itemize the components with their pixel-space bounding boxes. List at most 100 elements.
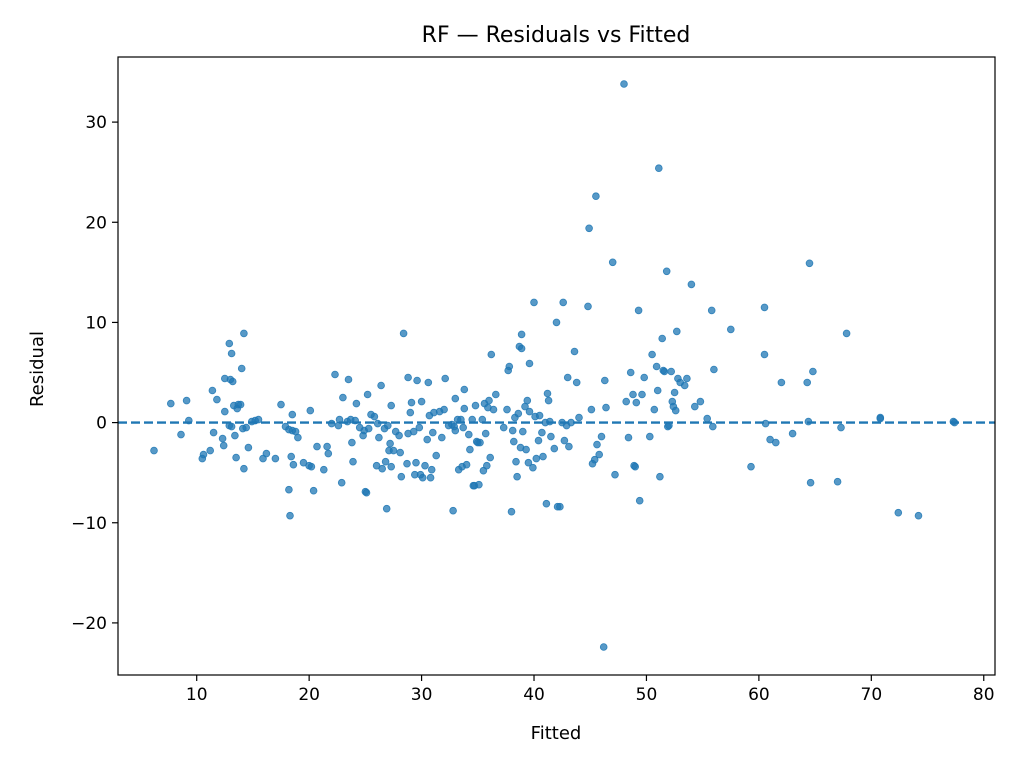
data-point [806, 478, 815, 487]
data-point [550, 444, 559, 453]
data-point [525, 359, 534, 368]
data-point [809, 367, 817, 376]
y-tick-label: −10 [71, 514, 107, 534]
data-point [595, 450, 603, 459]
data-point [383, 421, 392, 430]
data-point [228, 377, 237, 386]
data-point [534, 436, 543, 445]
data-point [362, 488, 371, 497]
data-point [437, 433, 446, 442]
data-point [451, 426, 460, 435]
data-point [428, 428, 437, 437]
data-point [530, 298, 538, 307]
data-point [240, 464, 248, 473]
data-point [559, 298, 567, 307]
data-point [690, 402, 699, 411]
x-tick-label: 30 [411, 685, 433, 705]
data-point [236, 400, 245, 409]
data-point [460, 385, 469, 394]
data-point [432, 451, 441, 460]
x-axis-ticks: 10 20 30 40 50 60 70 80 [186, 675, 995, 705]
data-point [364, 424, 373, 433]
data-point [650, 405, 659, 414]
data-point [426, 473, 435, 482]
data-point [375, 433, 383, 442]
data-point [517, 344, 526, 353]
x-tick-label: 60 [748, 685, 770, 705]
data-point [370, 412, 379, 421]
data-point [632, 398, 641, 407]
data-point [575, 413, 583, 422]
data-point [777, 378, 786, 387]
data-point [407, 398, 416, 407]
data-point [209, 428, 218, 437]
data-point [240, 329, 248, 338]
data-point [894, 508, 903, 517]
data-point [509, 437, 518, 446]
data-point [262, 449, 271, 458]
data-point [805, 259, 814, 268]
data-point [529, 463, 537, 472]
data-point [570, 347, 579, 356]
data-point [440, 405, 448, 414]
data-point [221, 407, 229, 416]
data-point [339, 393, 347, 402]
data-point [423, 435, 432, 444]
data-point [760, 350, 769, 359]
data-point [397, 472, 406, 481]
data-point [381, 457, 390, 466]
data-point [556, 502, 564, 511]
data-point [231, 431, 239, 440]
x-tick-label: 80 [973, 685, 995, 705]
data-point [599, 643, 608, 651]
data-point [508, 426, 517, 435]
data-point [199, 450, 208, 459]
data-point [608, 258, 617, 267]
data-point [842, 329, 851, 338]
data-point [672, 327, 681, 336]
data-point [244, 443, 253, 452]
data-point [708, 422, 717, 431]
data-point [503, 405, 511, 414]
data-point [654, 164, 663, 173]
data-point [460, 404, 469, 413]
x-tick-label: 40 [523, 685, 545, 705]
data-point [232, 453, 240, 462]
data-point [547, 432, 555, 441]
data-point [213, 395, 221, 404]
data-point [687, 280, 696, 289]
data-point [413, 376, 421, 385]
data-point [620, 80, 628, 88]
data-point [648, 350, 656, 359]
data-point [331, 370, 339, 379]
data-point [486, 453, 495, 462]
data-point [703, 414, 711, 423]
data-point [218, 434, 227, 443]
data-point [337, 478, 346, 487]
data-point [876, 414, 885, 423]
data-point [489, 405, 498, 414]
data-point [382, 504, 391, 513]
data-point [427, 465, 436, 474]
data-point [491, 390, 500, 399]
data-point [459, 423, 468, 432]
data-point [634, 306, 643, 315]
data-point [543, 389, 552, 398]
data-point [182, 396, 191, 405]
data-point [285, 485, 293, 494]
y-tick-label: −20 [71, 614, 107, 634]
data-point [324, 449, 333, 458]
data-point [167, 399, 175, 408]
chart-title: RF — Residuals vs Fitted [422, 23, 691, 48]
data-point [524, 458, 533, 467]
data-point [671, 406, 680, 415]
data-point [418, 473, 427, 482]
data-point [518, 427, 527, 436]
y-tick-label: 10 [85, 313, 107, 333]
data-point [313, 442, 321, 451]
data-point [225, 339, 234, 348]
data-point [600, 376, 609, 385]
data-point [611, 470, 619, 479]
data-point [344, 375, 353, 384]
